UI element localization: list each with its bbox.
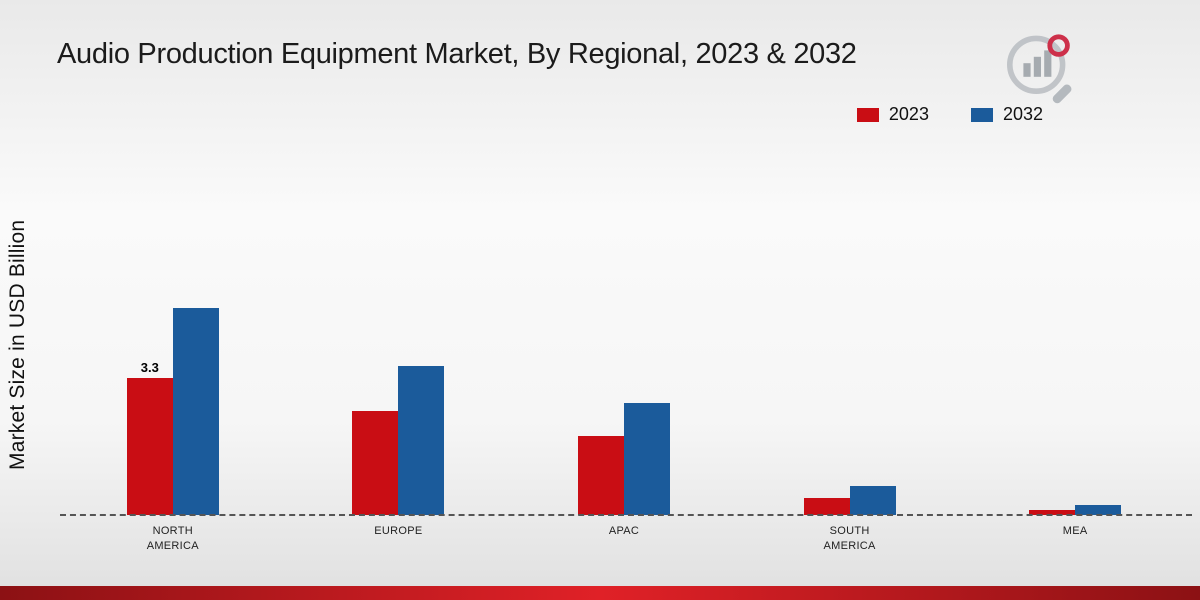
bar-wrap: [1075, 505, 1122, 515]
category-label-south-america: SOUTH AMERICA: [823, 525, 876, 553]
bar-2023-south-america: [803, 498, 850, 515]
bar-2023-europe: [352, 411, 399, 515]
bar-pair-mea: [1029, 505, 1122, 515]
y-axis-label: Market Size in USD Billion: [6, 219, 29, 471]
bar-2023-mea: [1029, 510, 1076, 515]
plot-area: 3.3 NORTH AMERICA EUROPE APAC SOUTH AMERICA M…: [60, 287, 1188, 552]
bar-group-mea: MEA: [962, 287, 1188, 537]
legend-item-2023: 2023: [856, 104, 929, 125]
legend-label: 2032: [1002, 104, 1043, 124]
bar-wrap: [352, 411, 399, 515]
chart-title: Audio Production Equipment Market, By Re…: [57, 38, 857, 70]
legend-swatch: [970, 107, 993, 122]
bar-wrap: [849, 486, 896, 515]
bar-2032-south-america: [849, 486, 896, 515]
bar-2023-apac: [577, 436, 624, 515]
bar-2023-north-america: [126, 378, 173, 515]
bar-wrap: 3.3: [126, 360, 173, 515]
bottom-accent-bar: [0, 586, 1200, 600]
legend-label: 2023: [888, 104, 929, 124]
category-label-north-america: NORTH AMERICA: [146, 525, 199, 553]
x-axis-baseline: [60, 514, 1192, 516]
bar-2032-north-america: [172, 308, 219, 515]
bar-pair-europe: [352, 366, 445, 515]
bar-wrap: [623, 403, 670, 515]
bar-wrap: [577, 436, 624, 515]
bar-group-apac: APAC: [511, 287, 737, 537]
bar-wrap: [1029, 510, 1076, 515]
brand-logo-icon: [1000, 28, 1082, 108]
bar-2032-europe: [398, 366, 445, 515]
legend: 2023 2032: [856, 104, 1043, 125]
bar-2032-apac: [623, 403, 670, 515]
bar-pair-south-america: [803, 486, 896, 515]
bar-pair-north-america: 3.3: [126, 308, 219, 515]
bar-wrap: [803, 498, 850, 515]
bar-group-north-america: 3.3 NORTH AMERICA: [60, 287, 286, 552]
bar-wrap: [172, 308, 219, 515]
bar-group-south-america: SOUTH AMERICA: [737, 287, 963, 552]
bar-pair-apac: [577, 403, 670, 515]
category-label-mea: MEA: [1062, 525, 1088, 537]
bar-2032-mea: [1075, 505, 1122, 515]
legend-item-2032: 2032: [970, 104, 1043, 125]
bar-value-label: 3.3: [140, 360, 159, 375]
magnifier-bar-chart-icon: [1007, 34, 1072, 104]
bar-group-europe: EUROPE: [286, 287, 512, 537]
bar-wrap: [398, 366, 445, 515]
legend-swatch: [856, 107, 879, 122]
category-label-apac: APAC: [608, 525, 640, 537]
category-label-europe: EUROPE: [374, 525, 423, 537]
